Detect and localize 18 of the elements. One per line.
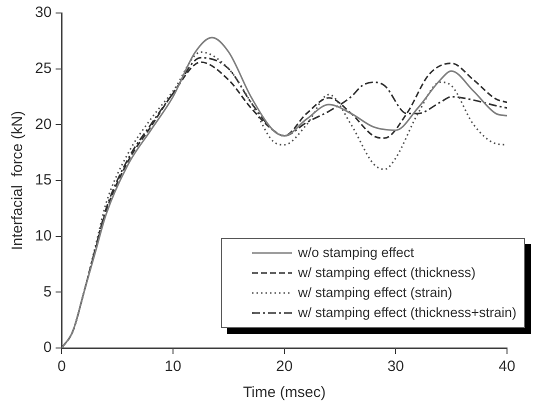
y-axis-title: Interfacial force (kN) <box>9 110 26 250</box>
x-tick-label: 40 <box>498 358 516 376</box>
legend-label: w/ stamping effect (thickness+strain) <box>298 304 516 322</box>
x-axis-title: Time (msec) <box>242 384 326 402</box>
y-tick-label: 0 <box>43 339 52 356</box>
legend-label: w/ stamping effect (thickness) <box>298 264 476 282</box>
legend-label: w/o stamping effect <box>298 244 414 262</box>
x-tick-label: 20 <box>276 358 293 376</box>
y-tick-label: 10 <box>34 227 52 244</box>
y-tick-label: 30 <box>34 4 52 22</box>
y-tick-label: 25 <box>34 60 52 77</box>
y-tick-label: 15 <box>34 172 52 189</box>
y-tick-label: 20 <box>34 116 52 133</box>
y-tick-label: 5 <box>43 283 52 300</box>
x-tick-label: 0 <box>58 358 66 376</box>
legend-label: w/ stamping effect (strain) <box>298 284 452 302</box>
x-tick-label: 30 <box>387 358 404 376</box>
x-tick-label: 10 <box>164 358 182 376</box>
